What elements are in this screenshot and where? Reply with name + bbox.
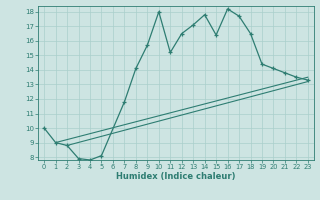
X-axis label: Humidex (Indice chaleur): Humidex (Indice chaleur): [116, 172, 236, 181]
